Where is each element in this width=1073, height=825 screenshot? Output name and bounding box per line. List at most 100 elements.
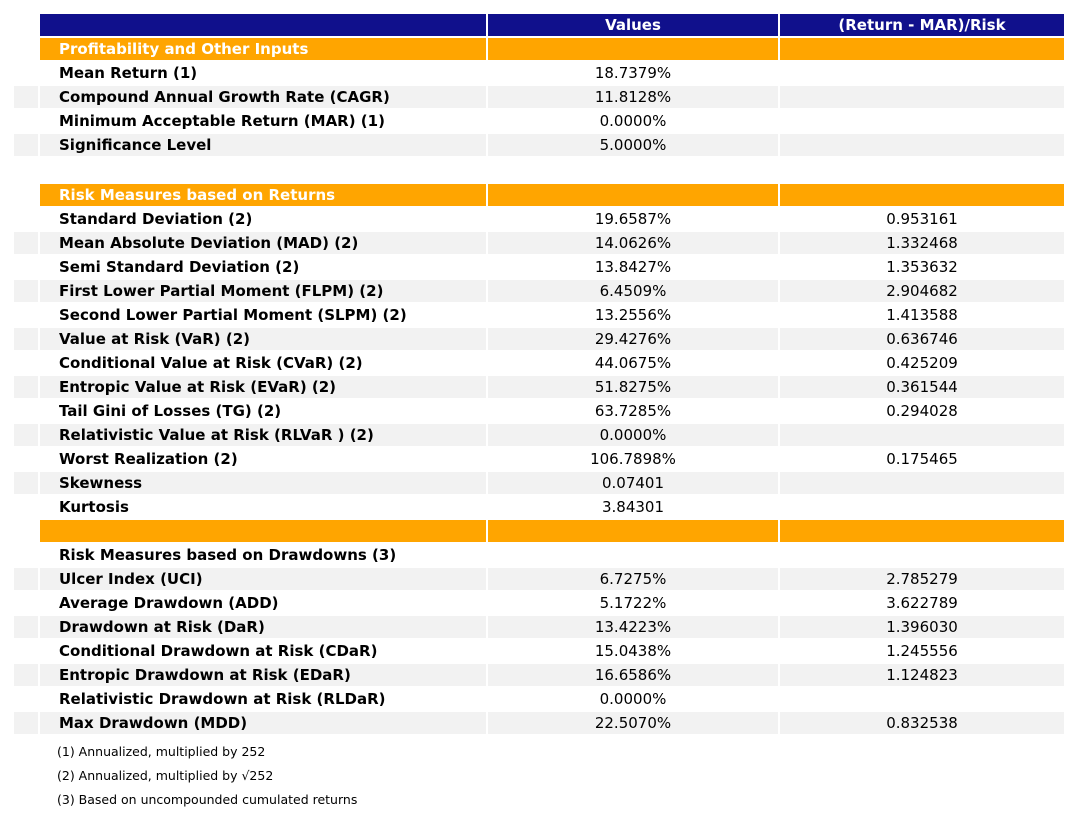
ratio-cell: 1.332468 xyxy=(780,232,1064,254)
value-cell: 0.0000% xyxy=(599,690,667,708)
row-index-spacer xyxy=(14,400,38,422)
data-row: Semi Standard Deviation (2) 13.8427% 1.353… xyxy=(14,256,1064,278)
data-row: First Lower Partial Moment (FLPM) (2) 6.4… xyxy=(14,280,1064,302)
row-label: Relativistic Drawdown at Risk (RLDaR) xyxy=(59,690,386,708)
value-cell: 44.0675% xyxy=(594,354,672,372)
data-row: Entropic Drawdown at Risk (EDaR) 16.6586%… xyxy=(14,664,1064,686)
ratio-cell xyxy=(780,424,1064,446)
row-index-spacer xyxy=(14,544,38,566)
risk-report-table: Values (Return - MAR)/Risk Profitability… xyxy=(12,12,1066,736)
ratio-cell xyxy=(780,110,1064,132)
row-label: Entropic Drawdown at Risk (EDaR) xyxy=(40,664,486,686)
spacer-row xyxy=(14,158,1064,182)
row-index-spacer xyxy=(14,232,38,254)
value-cell: 19.6587% xyxy=(594,210,672,228)
row-label: Tail Gini of Losses (TG) (2) xyxy=(59,402,282,420)
value-cell: 0.0000% xyxy=(599,112,667,130)
row-label: Entropic Value at Risk (EVaR) (2) xyxy=(40,376,486,398)
ratio-cell xyxy=(780,86,1064,108)
ratio-cell xyxy=(780,38,1064,60)
ratio-cell: 1.396030 xyxy=(780,616,1064,638)
row-index-spacer xyxy=(14,280,38,302)
row-label: Value at Risk (VaR) (2) xyxy=(40,328,486,350)
row-label xyxy=(40,158,486,182)
row-label: Risk Measures based on Returns xyxy=(40,184,486,206)
table-head: Values (Return - MAR)/Risk xyxy=(14,14,1064,36)
row-label: First Lower Partial Moment (FLPM) (2) xyxy=(40,280,486,302)
data-row: Relativistic Value at Risk (RLVaR ) (2) 0… xyxy=(14,424,1064,446)
row-index-spacer xyxy=(14,158,38,182)
data-row: Kurtosis 3.84301 xyxy=(14,496,1064,518)
ratio-cell: 0.425209 xyxy=(886,354,958,372)
row-label: Ulcer Index (UCI) xyxy=(40,568,486,590)
row-index-spacer xyxy=(14,376,38,398)
row-label: Compound Annual Growth Rate (CAGR) xyxy=(40,86,486,108)
data-row: Worst Realization (2) 106.7898% 0.175465 xyxy=(14,448,1064,470)
row-index-spacer xyxy=(14,712,38,734)
header-metric-cell xyxy=(40,14,486,36)
value-cell: 13.2556% xyxy=(594,306,672,324)
ratio-cell xyxy=(780,544,1064,566)
row-label: Max Drawdown (MDD) xyxy=(40,712,486,734)
data-row: Drawdown at Risk (DaR) 13.4223% 1.396030 xyxy=(14,616,1064,638)
row-label: Drawdown at Risk (DaR) xyxy=(40,616,486,638)
row-index-spacer xyxy=(14,640,38,662)
row-index-spacer xyxy=(14,520,38,542)
data-row: Mean Absolute Deviation (MAD) (2) 14.0626… xyxy=(14,232,1064,254)
value-cell xyxy=(488,158,778,182)
row-index-spacer xyxy=(14,568,38,590)
ratio-cell xyxy=(780,184,1064,206)
section-row: Profitability and Other Inputs xyxy=(14,38,1064,60)
row-label: Conditional Value at Risk (CVaR) (2) xyxy=(59,354,363,372)
data-row: Second Lower Partial Moment (SLPM) (2) 13… xyxy=(14,304,1064,326)
row-label: Average Drawdown (ADD) xyxy=(59,594,279,612)
row-index-spacer xyxy=(14,328,38,350)
value-cell: 106.7898% xyxy=(590,450,676,468)
row-label: Risk Measures based on Drawdowns (3) xyxy=(59,546,397,564)
row-label: Skewness xyxy=(40,472,486,494)
row-index-spacer xyxy=(14,472,38,494)
ratio-cell: 1.413588 xyxy=(886,306,958,324)
data-row: Average Drawdown (ADD) 5.1722% 3.622789 xyxy=(14,592,1064,614)
row-index-spacer xyxy=(14,688,38,710)
table-body: Profitability and Other Inputs Mean Retur… xyxy=(14,38,1064,734)
ratio-cell: 3.622789 xyxy=(886,594,958,612)
value-cell: 16.6586% xyxy=(488,664,778,686)
value-cell: 29.4276% xyxy=(488,328,778,350)
ratio-cell: 0.294028 xyxy=(886,402,958,420)
value-cell: 13.8427% xyxy=(594,258,672,276)
ratio-cell: 2.904682 xyxy=(780,280,1064,302)
subheader-row: Risk Measures based on Drawdowns (3) xyxy=(14,544,1064,566)
row-label: Profitability and Other Inputs xyxy=(40,38,486,60)
row-label: Worst Realization (2) xyxy=(59,450,238,468)
data-row: Relativistic Drawdown at Risk (RLDaR) 0.0… xyxy=(14,688,1064,710)
value-cell: 14.0626% xyxy=(488,232,778,254)
row-index-spacer xyxy=(14,664,38,686)
row-label: Standard Deviation (2) xyxy=(59,210,253,228)
row-index-spacer xyxy=(14,110,38,132)
ratio-cell: 1.124823 xyxy=(780,664,1064,686)
row-index-spacer xyxy=(14,592,38,614)
ratio-cell xyxy=(780,158,1064,182)
footnote-3: (3) Based on uncompounded cumulated retu… xyxy=(57,792,358,807)
data-row: Entropic Value at Risk (EVaR) (2) 51.8275… xyxy=(14,376,1064,398)
section-row: Risk Measures based on Returns xyxy=(14,184,1064,206)
row-label: Semi Standard Deviation (2) xyxy=(59,258,300,276)
row-index-spacer xyxy=(14,616,38,638)
row-index-spacer xyxy=(14,352,38,374)
row-index-spacer xyxy=(14,62,38,84)
header-index-spacer-cell xyxy=(14,14,38,36)
row-label: Mean Return (1) xyxy=(59,64,198,82)
value-cell xyxy=(488,38,778,60)
value-cell xyxy=(488,520,778,542)
ratio-cell xyxy=(780,62,1064,84)
value-cell xyxy=(488,184,778,206)
header-row: Values (Return - MAR)/Risk xyxy=(14,14,1064,36)
ratio-cell xyxy=(780,496,1064,518)
data-row: Conditional Value at Risk (CVaR) (2) 44.0… xyxy=(14,352,1064,374)
data-row: Compound Annual Growth Rate (CAGR) 11.812… xyxy=(14,86,1064,108)
data-row: Skewness 0.07401 xyxy=(14,472,1064,494)
value-cell: 22.5070% xyxy=(488,712,778,734)
data-row: Significance Level 5.0000% xyxy=(14,134,1064,156)
ratio-cell xyxy=(780,134,1064,156)
